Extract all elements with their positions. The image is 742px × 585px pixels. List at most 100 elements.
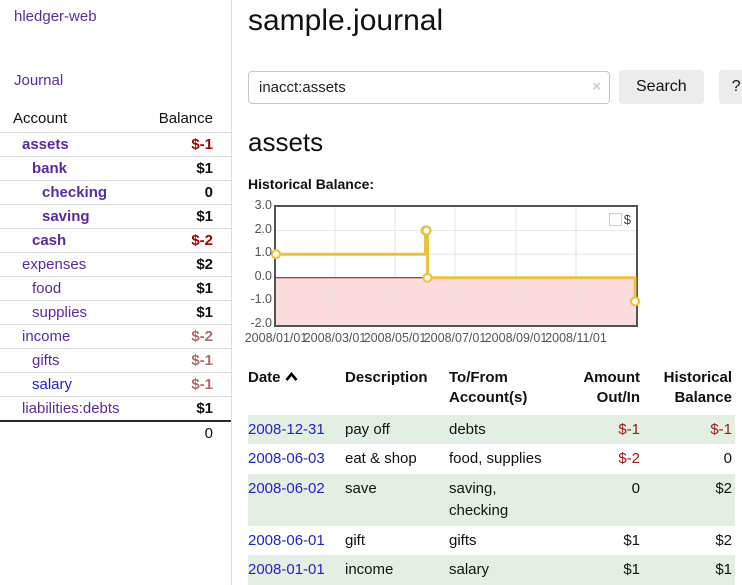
chart-title: Historical Balance: xyxy=(248,176,375,192)
register-header-row: Date Description To/From Account(s) Amount … xyxy=(248,366,735,415)
account-row: saving $1 xyxy=(0,204,231,229)
transaction-amount: 0 xyxy=(631,480,640,497)
transaction-accounts: gifts xyxy=(449,531,477,549)
y-axis-tick-label: 3.0 xyxy=(254,198,272,212)
sidebar-item-journal[interactable]: Journal xyxy=(14,72,64,89)
account-balance: $-2 xyxy=(191,328,213,345)
search-form: × Search ? xyxy=(248,70,742,104)
account-row: assets $-1 xyxy=(0,132,231,157)
sort-ascending-icon xyxy=(285,372,298,381)
account-link[interactable]: assets xyxy=(22,136,69,153)
transaction-balance: $2 xyxy=(715,480,732,497)
account-row: salary $-1 xyxy=(0,372,231,397)
x-axis-tick-label: 2008/05/01 xyxy=(363,331,427,345)
accounts-header-balance: Balance xyxy=(158,110,213,127)
account-balance: $1 xyxy=(196,304,213,321)
account-link[interactable]: salary xyxy=(32,376,73,393)
account-balance: $1 xyxy=(196,400,213,417)
register-row: 2008-01-01 income salary $1 $1 xyxy=(248,555,735,585)
brand-link[interactable]: hledger-web xyxy=(14,8,97,25)
transaction-amount: $1 xyxy=(623,531,640,549)
account-row: supplies $1 xyxy=(0,300,231,325)
transaction-date-link[interactable]: 2008-06-03 xyxy=(248,450,325,468)
transaction-balance: 0 xyxy=(723,450,732,468)
x-axis-tick-label: 2008/09/01 xyxy=(484,331,548,345)
account-row: income $-2 xyxy=(0,324,231,349)
y-axis-tick-label: -1.0 xyxy=(250,292,272,307)
search-button[interactable]: Search xyxy=(619,70,704,104)
accounts-total-row: 0 xyxy=(0,421,231,445)
account-row: checking 0 xyxy=(0,180,231,205)
register-header-description: Description xyxy=(345,369,428,386)
transaction-accounts: saving, checking xyxy=(449,480,509,519)
accounts-total-value: 0 xyxy=(204,425,213,442)
account-balance: $1 xyxy=(196,160,213,177)
account-balance: $-1 xyxy=(191,136,213,153)
account-balance: $2 xyxy=(196,256,213,273)
register-row: 2008-06-02 save saving, checking 0 $2 xyxy=(248,474,735,526)
account-link[interactable]: liabilities:debts xyxy=(22,400,120,417)
chart-legend: $ xyxy=(608,212,631,227)
account-link[interactable]: checking xyxy=(42,184,108,201)
chart-canvas xyxy=(270,207,641,325)
register-header-to-from-account-s-: To/From Account(s) xyxy=(449,369,528,407)
accounts-header-account: Account xyxy=(13,110,68,127)
account-link[interactable]: cash xyxy=(32,232,67,249)
main-content: sample.journal × Search ? assets Histori… xyxy=(232,0,742,585)
transaction-accounts: food, supplies xyxy=(449,450,542,468)
clear-search-icon[interactable]: × xyxy=(592,77,601,95)
account-row: food $1 xyxy=(0,276,231,301)
transaction-description: eat & shop xyxy=(345,450,417,468)
account-link[interactable]: income xyxy=(22,328,71,345)
help-button[interactable]: ? xyxy=(718,70,742,104)
transaction-date-link[interactable]: 2008-01-01 xyxy=(248,561,325,579)
search-input[interactable] xyxy=(248,70,610,104)
transaction-amount: $-2 xyxy=(618,450,640,468)
account-balance: $-2 xyxy=(191,232,213,249)
transaction-date-link[interactable]: 2008-06-02 xyxy=(248,480,325,497)
account-row: liabilities:debts $1 xyxy=(0,396,231,422)
register-row: 2008-06-01 gift gifts $1 $2 xyxy=(248,526,735,556)
account-row: cash $-2 xyxy=(0,228,231,253)
register-header-historical-balance: Historical Balance xyxy=(663,369,732,407)
account-link[interactable]: bank xyxy=(32,160,68,177)
account-balance: $-1 xyxy=(191,352,213,369)
x-axis-tick-label: 2008/07/01 xyxy=(423,331,487,345)
transaction-balance: $1 xyxy=(715,561,732,579)
register-header-amount-out-in: Amount Out/In xyxy=(583,369,640,407)
account-heading: assets xyxy=(248,127,324,157)
account-link[interactable]: saving xyxy=(42,208,90,225)
account-link[interactable]: supplies xyxy=(32,304,88,321)
y-axis-tick-label: 0.0 xyxy=(254,268,272,283)
x-axis-tick-label: 2008/11/01 xyxy=(545,331,607,345)
accounts-header-row: Account Balance xyxy=(0,105,231,133)
account-balance: $-1 xyxy=(191,376,213,393)
account-row: expenses $2 xyxy=(0,252,231,277)
account-balance: $1 xyxy=(196,280,213,297)
account-row: gifts $-1 xyxy=(0,348,231,373)
transaction-date-link[interactable]: 2008-06-01 xyxy=(248,531,325,549)
sidebar: hledger-web Journal Account Balance asse… xyxy=(0,0,232,585)
y-axis-tick-label: 1.0 xyxy=(254,245,272,260)
balance-chart: $ 3.0 2.0 1.0 0.0 -1.0 -2.0 2008/01/01 2008/03/… xyxy=(244,198,742,349)
account-link[interactable]: food xyxy=(32,280,62,297)
register-row: 2008-06-03 eat & shop food, supplies $-2 0 xyxy=(248,444,735,474)
accounts-table: Account Balance assets $-1 bank $1 checking 0… xyxy=(0,105,231,445)
register-table: Date Description To/From Account(s) Amount … xyxy=(248,366,735,585)
register-header-date[interactable]: Date xyxy=(248,366,345,415)
x-axis-tick-label: 2008/01/01 xyxy=(244,331,308,345)
transaction-description: pay off xyxy=(345,420,390,438)
legend-color-box xyxy=(608,213,622,226)
search-box: × xyxy=(248,70,610,104)
transaction-description: gift xyxy=(345,531,366,549)
account-link[interactable]: gifts xyxy=(32,352,60,369)
transaction-accounts: debts xyxy=(449,420,486,438)
transaction-balance: $-1 xyxy=(710,420,732,438)
y-axis-tick-label: 2.0 xyxy=(254,221,272,236)
account-link[interactable]: expenses xyxy=(22,256,87,273)
chart-plot-area: $ xyxy=(270,205,641,327)
page-title: sample.journal xyxy=(248,4,444,37)
register-row: 2008-12-31 pay off debts $-1 $-1 xyxy=(248,414,735,445)
transaction-date-link[interactable]: 2008-12-31 xyxy=(248,420,325,438)
